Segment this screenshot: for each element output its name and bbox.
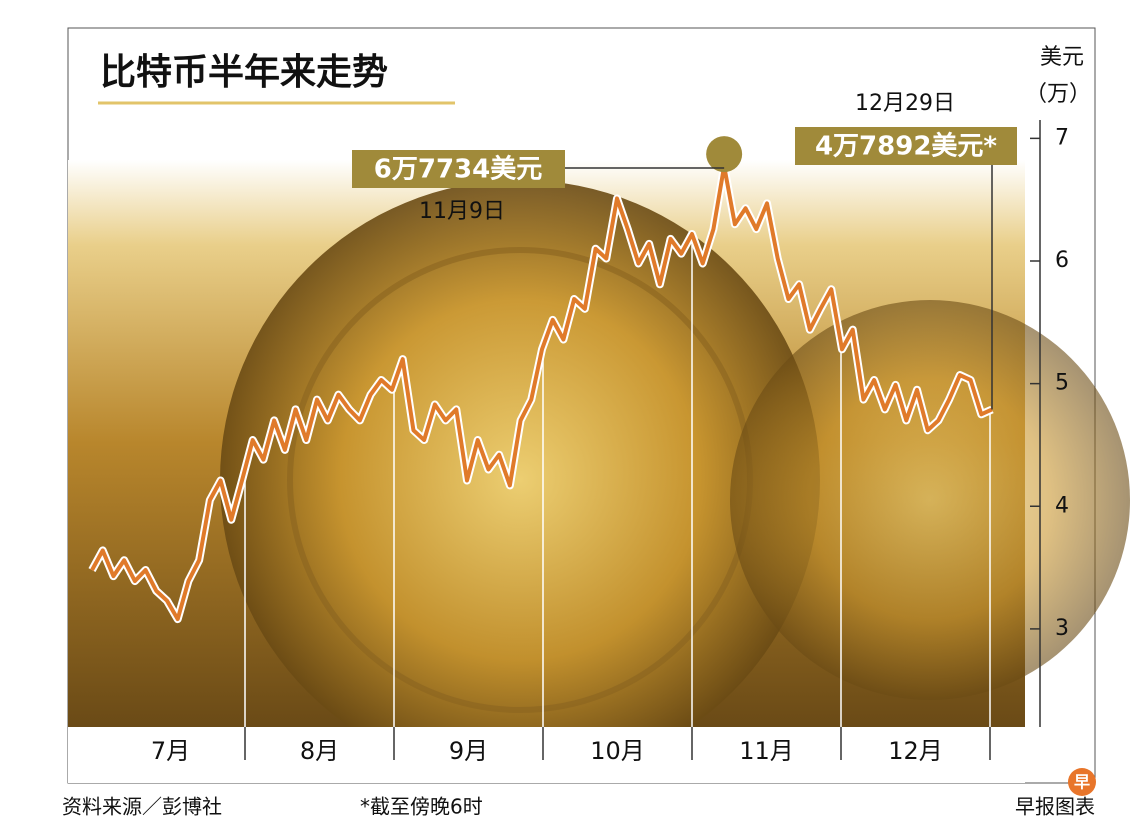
logo-text: 早 bbox=[1074, 773, 1090, 792]
logo bbox=[1068, 768, 1096, 796]
y-axis-label: 美元 bbox=[1040, 45, 1084, 70]
coin-image bbox=[220, 180, 820, 780]
note: *截至傍晚6时 bbox=[360, 795, 483, 819]
coin-image bbox=[730, 300, 1130, 700]
chart-title: 比特币半年来走势 bbox=[100, 52, 388, 93]
annotation-box bbox=[795, 127, 1017, 165]
x-tick-label: 9月 bbox=[449, 737, 488, 765]
annotation-date: 12月29日 bbox=[855, 91, 955, 116]
peak-dot bbox=[706, 136, 743, 173]
x-tick-label: 8月 bbox=[300, 737, 339, 765]
y-tick-label: 4 bbox=[1055, 493, 1069, 518]
credit: 早报图表 bbox=[1015, 795, 1095, 819]
annotation-date: 11月9日 bbox=[419, 199, 505, 224]
x-tick-label: 12月 bbox=[888, 737, 943, 765]
x-tick-label: 10月 bbox=[590, 737, 645, 765]
y-tick-label: 7 bbox=[1055, 125, 1069, 150]
source: 资料来源／彭博社 bbox=[62, 795, 222, 819]
x-tick-label: 11月 bbox=[739, 737, 794, 765]
annotation-text: 4万7892美元* bbox=[815, 131, 997, 162]
month-strip bbox=[68, 727, 1025, 783]
y-axis-label: （万） bbox=[1025, 82, 1091, 107]
y-tick-label: 3 bbox=[1055, 616, 1069, 641]
y-tick-label: 6 bbox=[1055, 248, 1069, 273]
x-tick-label: 7月 bbox=[151, 737, 190, 765]
annotation-box bbox=[352, 150, 565, 188]
annotation-text: 6万7734美元 bbox=[374, 154, 542, 185]
line bbox=[90, 164, 993, 622]
y-tick-label: 5 bbox=[1055, 371, 1069, 396]
